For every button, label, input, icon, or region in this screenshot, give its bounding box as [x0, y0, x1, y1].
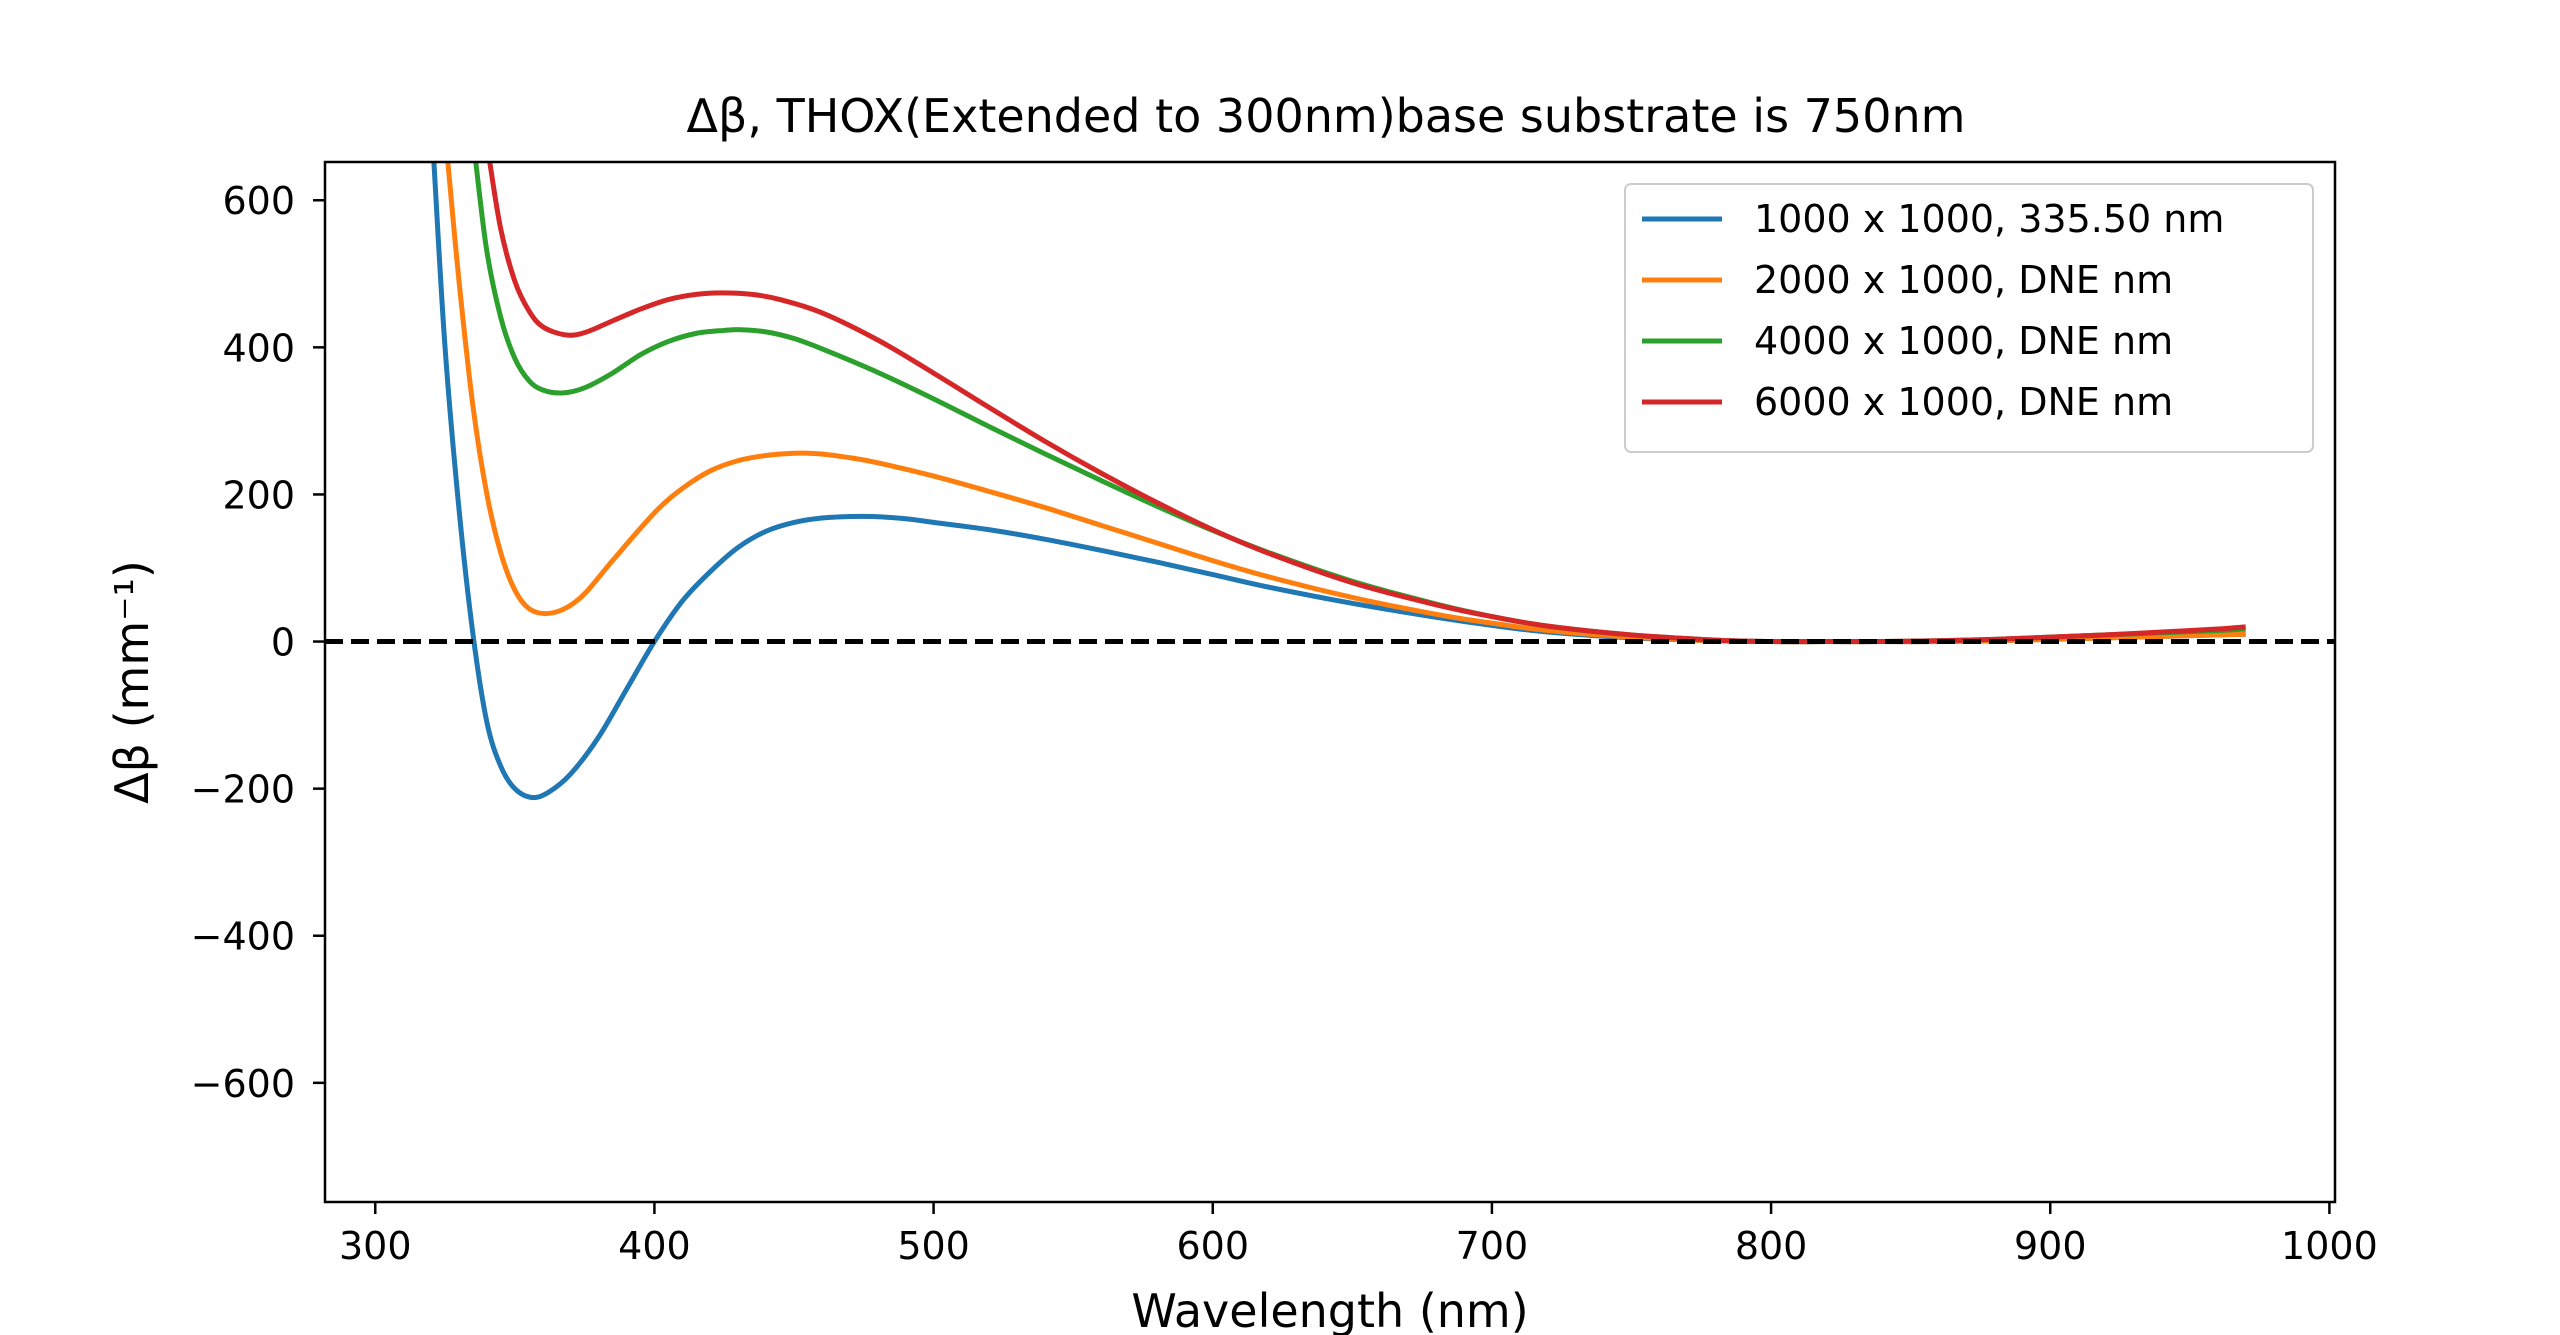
x-tick-label: 800	[1735, 1224, 1808, 1268]
x-axis: 300 400 500 600 700 800 900 1000	[339, 1202, 2378, 1268]
x-tick-label: 600	[1176, 1224, 1249, 1268]
plot-area-frame	[323, 160, 2337, 1204]
legend: 1000 x 1000, 335.50 nm 2000 x 1000, DNE n…	[1624, 183, 2314, 453]
x-axis-title: Wavelength (nm)	[1131, 1284, 1528, 1335]
y-axis-title: Δβ (mm⁻¹)	[105, 560, 159, 804]
x-tick-label: 700	[1456, 1224, 1529, 1268]
legend-label-1: 1000 x 1000, 335.50 nm	[1754, 197, 2224, 241]
x-tick-label: 1000	[2281, 1224, 2378, 1268]
legend-box	[1624, 183, 2314, 453]
chart-title: Δβ, THOX(Extended to 300nm)base substrat…	[687, 89, 1966, 143]
y-tick-label: 0	[271, 621, 295, 665]
legend-label-4: 6000 x 1000, DNE nm	[1754, 380, 2173, 424]
y-tick-label: 200	[222, 473, 295, 517]
x-tick-label: 500	[897, 1224, 970, 1268]
y-tick-label: −200	[191, 768, 295, 812]
x-tick-label: 300	[339, 1224, 412, 1268]
legend-label-2: 2000 x 1000, DNE nm	[1754, 258, 2173, 302]
series-line-4	[487, 162, 2246, 645]
y-tick-label: −400	[191, 915, 295, 959]
y-tick-label: 400	[222, 326, 295, 370]
y-axis: 600 400 200 0 −200 −400 −600	[191, 179, 325, 1106]
x-tick-label: 400	[618, 1224, 691, 1268]
y-tick-label: 600	[222, 179, 295, 223]
y-tick-label: −600	[191, 1062, 295, 1106]
legend-label-3: 4000 x 1000, DNE nm	[1754, 319, 2173, 363]
x-tick-label: 900	[2014, 1224, 2087, 1268]
